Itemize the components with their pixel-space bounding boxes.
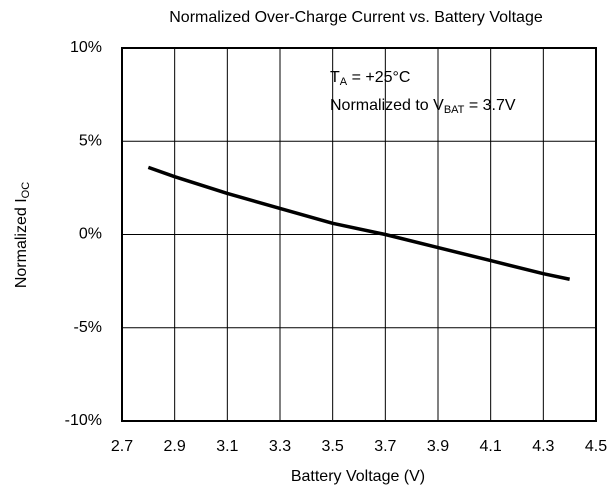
annotation: Normalized to VBAT = 3.7V — [330, 97, 516, 116]
x-tick-label: 2.7 — [111, 438, 133, 455]
x-tick-label: 3.1 — [216, 438, 238, 455]
subscript: OC — [20, 182, 32, 199]
x-tick-label: 3.9 — [427, 438, 449, 455]
subscript: A — [340, 76, 348, 88]
x-tick-label: 2.9 — [164, 438, 186, 455]
x-tick-label: 4.5 — [585, 438, 607, 455]
x-tick-label: 3.7 — [374, 438, 396, 455]
chart-title: Normalized Over-Charge Current vs. Batte… — [169, 9, 543, 26]
y-tick-label: 5% — [79, 132, 102, 149]
x-tick-label: 3.5 — [322, 438, 344, 455]
y-axis-label: Normalized IOC — [13, 182, 32, 288]
y-tick-label: -10% — [65, 412, 102, 429]
text-part: = 3.7V — [464, 97, 515, 114]
x-tick-label: 4.3 — [532, 438, 554, 455]
text-part: Normalized to V — [330, 97, 444, 114]
x-axis-label: Battery Voltage (V) — [291, 468, 425, 485]
x-tick-label: 3.3 — [269, 438, 291, 455]
subscript: BAT — [444, 104, 465, 116]
x-tick-label: 4.1 — [480, 438, 502, 455]
y-axis-label-text: Normalized IOC — [13, 182, 32, 288]
y-tick-label: -5% — [74, 319, 102, 336]
y-tick-label: 10% — [70, 39, 102, 56]
annotation: TA = +25°C — [330, 69, 410, 88]
text-part: = +25°C — [347, 69, 410, 86]
plot-frame — [121, 47, 597, 422]
text-part: T — [330, 69, 340, 86]
text-part: Normalized I — [13, 198, 30, 288]
data-line — [147, 165, 571, 281]
y-tick-label: 0% — [79, 226, 102, 243]
